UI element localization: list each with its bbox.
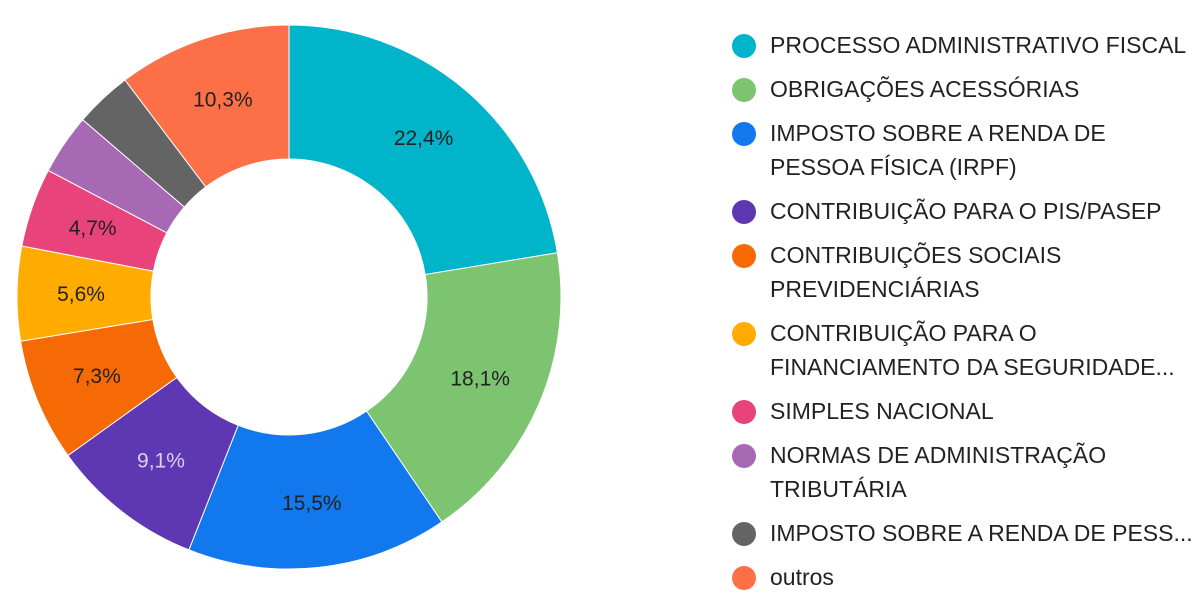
legend-item-simples-nacional[interactable]: SIMPLES NACIONAL bbox=[732, 394, 1200, 428]
slice-processo-administrativo-fiscal bbox=[288, 24, 558, 276]
slice-label-processo-administrativo-fiscal: 22,4% bbox=[394, 127, 454, 150]
legend-item-normas-de-administracao-tributaria[interactable]: NORMAS DE ADMINISTRAÇÃO TRIBUTÁRIA bbox=[732, 438, 1200, 506]
slice-label-contribuicao-para-o-pis-pasep: 9,1% bbox=[137, 449, 185, 472]
legend-swatch bbox=[732, 322, 756, 346]
legend-item-outros[interactable]: outros bbox=[732, 560, 1200, 594]
slice-label-obrigacoes-acessorias: 18,1% bbox=[450, 368, 510, 391]
legend-swatch bbox=[732, 400, 756, 424]
legend-item-obrigacoes-acessorias[interactable]: OBRIGAÇÕES ACESSÓRIAS bbox=[732, 72, 1200, 106]
legend: PROCESSO ADMINISTRATIVO FISCAL OBRIGAÇÕES… bbox=[732, 28, 1200, 604]
legend-item-imposto-sobre-a-renda-de-pessoa-fisica-irpf[interactable]: IMPOSTO SOBRE A RENDA DE PESSOA FÍSICA (… bbox=[732, 116, 1200, 184]
legend-item-contribuicao-para-o-financiamento-da-seguridade[interactable]: CONTRIBUIÇÃO PARA O FINANCIAMENTO DA SEG… bbox=[732, 316, 1200, 384]
slice-label-imposto-sobre-a-renda-de-pessoa-fisica-irpf: 15,5% bbox=[282, 492, 342, 515]
slice-label-contribuicao-para-o-financiamento-da-seguridade: 5,6% bbox=[57, 283, 105, 306]
slice-outros bbox=[124, 24, 290, 188]
legend-swatch bbox=[732, 78, 756, 102]
slice-label-contribuicoes-sociais-previdenciarias: 7,3% bbox=[73, 365, 121, 388]
legend-swatch bbox=[732, 522, 756, 546]
slice-obrigacoes-acessorias bbox=[365, 252, 562, 523]
legend-swatch bbox=[732, 566, 756, 590]
slice-imposto-sobre-a-renda-de-pessoa-fisica-irpf bbox=[188, 410, 443, 570]
legend-label: OBRIGAÇÕES ACESSÓRIAS bbox=[770, 76, 1080, 102]
legend-item-processo-administrativo-fiscal[interactable]: PROCESSO ADMINISTRATIVO FISCAL bbox=[732, 28, 1200, 62]
legend-label: CONTRIBUIÇÃO PARA O FINANCIAMENTO DA SEG… bbox=[770, 320, 1175, 380]
legend-label: PROCESSO ADMINISTRATIVO FISCAL bbox=[770, 32, 1187, 58]
legend-label: IMPOSTO SOBRE A RENDA DE PESS... bbox=[770, 520, 1193, 546]
legend-label: CONTRIBUIÇÕES SOCIAIS PREVIDENCIÁRIAS bbox=[770, 242, 1062, 302]
legend-label: CONTRIBUIÇÃO PARA O PIS/PASEP bbox=[770, 198, 1162, 224]
legend-label: NORMAS DE ADMINISTRAÇÃO TRIBUTÁRIA bbox=[770, 442, 1107, 502]
slice-label-simples-nacional: 4,7% bbox=[69, 217, 117, 240]
legend-swatch bbox=[732, 34, 756, 58]
legend-label: SIMPLES NACIONAL bbox=[770, 398, 994, 424]
legend-item-imposto-sobre-a-renda-de-pess[interactable]: IMPOSTO SOBRE A RENDA DE PESS... bbox=[732, 516, 1200, 550]
legend-item-contribuicoes-sociais-previdenciarias[interactable]: CONTRIBUIÇÕES SOCIAIS PREVIDENCIÁRIAS bbox=[732, 238, 1200, 306]
legend-item-contribuicao-para-o-pis-pasep[interactable]: CONTRIBUIÇÃO PARA O PIS/PASEP bbox=[732, 194, 1200, 228]
donut-chart: 22,4% 18,1% 15,5% 9,1% 7,3% 5,6% 4,7% 10,3% PRO… bbox=[16, 24, 1193, 590]
legend-swatch bbox=[732, 200, 756, 224]
legend-swatch bbox=[732, 122, 756, 146]
donut-plot: 22,4% 18,1% 15,5% 9,1% 7,3% 5,6% 4,7% 10,3% bbox=[16, 24, 562, 570]
legend-label: IMPOSTO SOBRE A RENDA DE PESSOA FÍSICA (… bbox=[770, 120, 1106, 180]
legend-swatch bbox=[732, 444, 756, 468]
legend-label: outros bbox=[770, 564, 834, 590]
slice-label-outros: 10,3% bbox=[193, 88, 253, 111]
legend-swatch bbox=[732, 244, 756, 268]
